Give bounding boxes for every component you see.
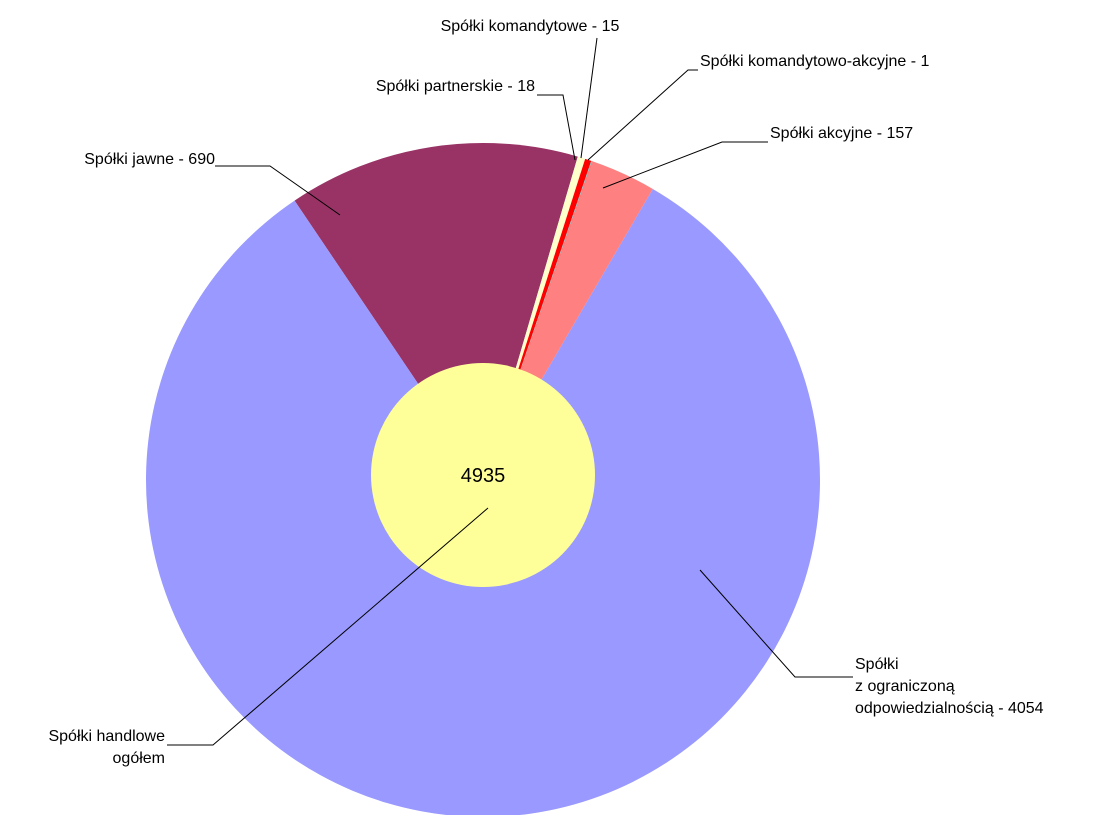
- slice-label: Spółki akcyjne - 157: [770, 125, 913, 142]
- center-total: [371, 363, 595, 587]
- slice-label: Spółki komandytowo-akcyjne - 1: [700, 53, 930, 70]
- leader-line: [699, 569, 853, 678]
- slice-label: Spółki partnerskie - 18: [376, 78, 535, 95]
- center-total-label: 4935: [461, 465, 506, 487]
- leader-line: [587, 69, 698, 161]
- slice-label: Spółki jawne - 690: [84, 151, 215, 168]
- slice-label: Spółki z ograniczoną odpowiedzialnością - …: [855, 656, 1044, 717]
- leader-line: [580, 37, 598, 159]
- leader-line: [167, 507, 489, 746]
- slice-label: Spółki komandytowe - 15: [441, 18, 620, 35]
- total-label: Spółki handlowe ogółem: [48, 728, 165, 767]
- leader-line: [602, 141, 768, 189]
- leader-line: [215, 165, 341, 216]
- leader-line: [537, 94, 576, 161]
